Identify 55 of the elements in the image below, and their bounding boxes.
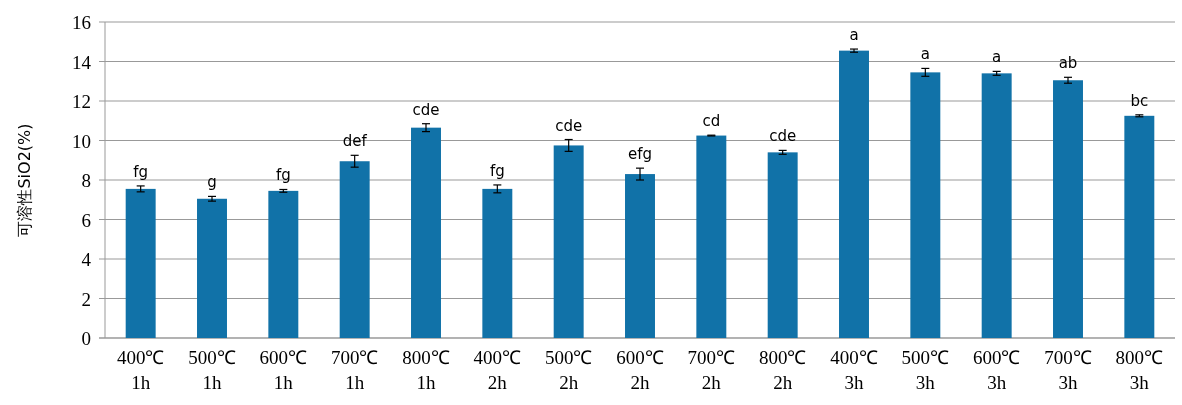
y-tick-label: 10	[72, 130, 91, 152]
bar	[197, 198, 227, 338]
data-label: a	[849, 26, 859, 45]
data-label: fg	[133, 162, 149, 181]
data-label: cde	[412, 100, 440, 119]
x-tick-label: 800℃ 3h	[1115, 347, 1164, 393]
bar	[482, 188, 513, 338]
x-tick-label: 400℃ 2h	[473, 347, 522, 393]
bar	[767, 152, 798, 338]
x-tick-label: 600℃ 2h	[616, 347, 664, 393]
data-label: a	[920, 45, 930, 64]
x-tick-label: 400℃ 3h	[830, 347, 878, 393]
data-label: def	[342, 132, 368, 151]
x-tick-label: 500℃ 3h	[901, 347, 950, 393]
y-tick-label: 2	[81, 288, 91, 310]
y-tick-label: 14	[72, 51, 92, 73]
data-label: fg	[489, 161, 505, 180]
data-label: g	[207, 173, 217, 192]
bar	[411, 127, 441, 338]
bar	[1053, 80, 1083, 338]
x-tick-label: 500℃ 1h	[188, 347, 236, 393]
bar	[125, 188, 156, 338]
bar	[339, 161, 370, 338]
bar	[981, 73, 1012, 338]
data-label: a	[992, 48, 1002, 67]
y-tick-label: 4	[81, 249, 92, 270]
x-tick-label: 400℃ 1h	[116, 347, 165, 393]
x-tick-label: 800℃ 1h	[402, 347, 450, 393]
bar	[268, 190, 299, 338]
data-label: cde	[555, 116, 583, 135]
data-label: ab	[1058, 54, 1078, 73]
bar	[625, 174, 655, 338]
y-tick-label: 6	[81, 209, 91, 231]
data-label: fg	[275, 166, 291, 185]
bar	[1124, 115, 1155, 338]
x-tick-label: 800℃ 2h	[758, 347, 807, 393]
x-tick-label: 500℃ 2h	[544, 347, 593, 393]
x-tick-label: 700℃ 1h	[330, 347, 379, 393]
bar	[696, 135, 727, 338]
data-label: cd	[702, 112, 721, 131]
y-axis-title: 可溶性SiO2(%)	[15, 123, 34, 237]
data-label: cde	[769, 127, 797, 146]
x-tick-label: 700℃ 3h	[1044, 347, 1092, 393]
y-tick-label: 8	[81, 170, 91, 191]
data-label: bc	[1130, 91, 1149, 110]
y-tick-label: 0	[81, 328, 91, 349]
y-tick-label: 12	[72, 91, 91, 112]
x-tick-label: 600℃ 3h	[972, 347, 1021, 393]
data-label: efg	[627, 145, 653, 164]
y-tick-label: 16	[72, 12, 91, 33]
bar	[839, 50, 869, 338]
bar	[910, 72, 941, 338]
bar	[553, 145, 584, 338]
x-tick-label: 700℃ 2h	[687, 347, 736, 393]
x-tick-label: 600℃ 1h	[259, 347, 308, 393]
